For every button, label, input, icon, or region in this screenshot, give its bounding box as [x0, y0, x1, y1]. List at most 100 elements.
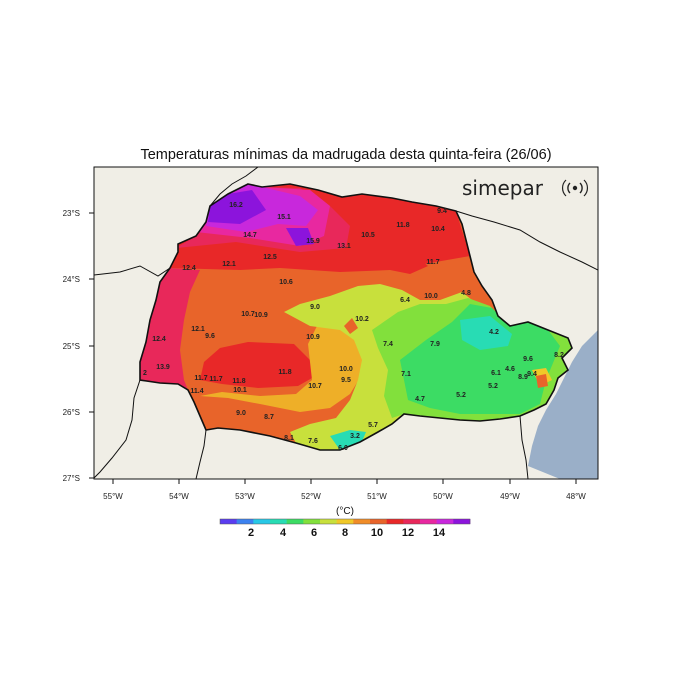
colorbar-tick-label: 4 [280, 527, 287, 539]
lat-tick-label: 26°S [63, 408, 80, 417]
zone-west-pink [140, 268, 200, 390]
station-label: 9.6 [523, 356, 533, 363]
station-label: 5.2 [488, 383, 498, 390]
station-label: 10.0 [424, 293, 438, 300]
border-paraguay [94, 265, 171, 277]
longitude-axis: 55°W 54°W 53°W 52°W 51°W 50°W 49°W 48°W [103, 479, 586, 501]
lon-tick-label: 52°W [301, 492, 321, 501]
station-label: 13.9 [156, 364, 170, 371]
station-label: 12.4 [182, 265, 196, 272]
zone-coast-orange [536, 374, 548, 388]
colorbar-segment [403, 519, 421, 524]
temperature-field [140, 184, 572, 450]
station-label: 7.9 [430, 341, 440, 348]
station-label: 11.7 [194, 375, 207, 382]
station-label: 6.0 [338, 445, 348, 452]
station-label: 15.1 [277, 214, 291, 221]
lon-tick-label: 54°W [169, 492, 189, 501]
zone-south-yellow [200, 320, 368, 412]
station-label: 10.0 [339, 366, 353, 373]
brand-logo: simepar [462, 176, 588, 200]
station-label: 12.4 [152, 336, 166, 343]
station-label: 16.2 [229, 202, 243, 209]
station-label: 9.5 [341, 377, 351, 384]
colorbar-segment [253, 519, 271, 524]
colorbar-segment [353, 519, 371, 524]
station-label: 11.7 [209, 376, 222, 383]
station-label: 9.4 [437, 208, 447, 215]
lon-tick-label: 53°W [235, 492, 255, 501]
colorbar-segment [320, 519, 337, 524]
lat-tick-label: 27°S [63, 474, 80, 483]
station-label: 8.1 [284, 435, 294, 442]
lon-tick-label: 50°W [433, 492, 453, 501]
station-label: 10.2 [355, 316, 369, 323]
lat-tick-label: 24°S [63, 275, 80, 284]
station-label: 10.9 [306, 334, 320, 341]
colorbar-tick-label: 8 [342, 527, 348, 539]
station-label: 9.4 [527, 371, 537, 378]
colorbar-segment [286, 519, 304, 524]
colorbar-segments [220, 519, 471, 524]
map-title: Temperaturas mínimas da madrugada desta … [140, 147, 552, 163]
colorbar-segment [370, 519, 387, 524]
station-label: 8.9 [518, 374, 528, 381]
colorbar-segment [386, 519, 404, 524]
zone-orange-spot [344, 318, 358, 334]
station-label: 11.8 [278, 369, 291, 376]
colorbar-segment [236, 519, 254, 524]
colorbar-segment [220, 519, 237, 524]
station-label: 14.7 [243, 232, 257, 239]
lat-tick-label: 25°S [63, 342, 80, 351]
border-argentina [94, 379, 141, 479]
station-label: 10.7 [308, 383, 322, 390]
border-santa-catarina-west [195, 429, 207, 479]
station-label: 8.7 [264, 414, 274, 421]
brand-name: simepar [462, 176, 544, 200]
latitude-axis: 23°S 24°S 25°S 26°S 27°S [63, 209, 94, 483]
station-label: 10.6 [279, 279, 293, 286]
station-label: 2 [143, 370, 147, 377]
station-label: 9.6 [205, 333, 215, 340]
map-frame [93, 166, 599, 480]
station-label: 7.6 [308, 438, 318, 445]
zone-south-red [200, 342, 312, 388]
station-label: 12.1 [222, 261, 236, 268]
lon-tick-label: 49°W [500, 492, 520, 501]
station-label: 10.4 [431, 226, 445, 233]
colorbar-outline [219, 518, 471, 525]
station-label: 6.1 [491, 370, 501, 377]
station-labels: 16.2 15.1 14.7 15.9 13.1 10.5 11.8 9.4 1… [143, 202, 564, 452]
radar-signal-icon [562, 179, 588, 197]
border-sao-paulo [455, 210, 598, 271]
station-label: 7.1 [401, 371, 411, 378]
station-label: 10.1 [233, 387, 247, 394]
station-label: 6.4 [400, 297, 410, 304]
station-label: 11.7 [426, 259, 439, 266]
station-label: 13.1 [337, 243, 351, 250]
station-label: 4.6 [505, 366, 515, 373]
station-label: 12.5 [263, 254, 277, 261]
border-mato-grosso-do-sul [209, 167, 259, 207]
zone-east-green [400, 304, 560, 414]
colorbar-segment [336, 519, 354, 524]
station-label: 8.2 [554, 352, 564, 359]
colorbar: (°C) 2 4 6 8 10 12 14 [219, 506, 471, 539]
lon-tick-label: 55°W [103, 492, 123, 501]
lon-tick-label: 48°W [566, 492, 586, 501]
lat-tick-label: 23°S [63, 209, 80, 218]
station-label: 11.4 [190, 388, 203, 395]
station-label: 4.7 [415, 396, 425, 403]
colorbar-tick-label: 10 [371, 527, 383, 539]
station-label: 5.7 [368, 422, 378, 429]
border-santa-catarina-east [519, 415, 529, 479]
colorbar-tick-label: 14 [433, 527, 446, 539]
colorbar-unit: (°C) [336, 506, 354, 517]
zone-purple-spot [286, 228, 314, 246]
zone-red-patch [390, 258, 428, 274]
station-label: 11.8 [232, 378, 245, 385]
station-label: 12.1 [191, 326, 205, 333]
colorbar-segment [420, 519, 437, 524]
station-label: 7.4 [383, 341, 393, 348]
